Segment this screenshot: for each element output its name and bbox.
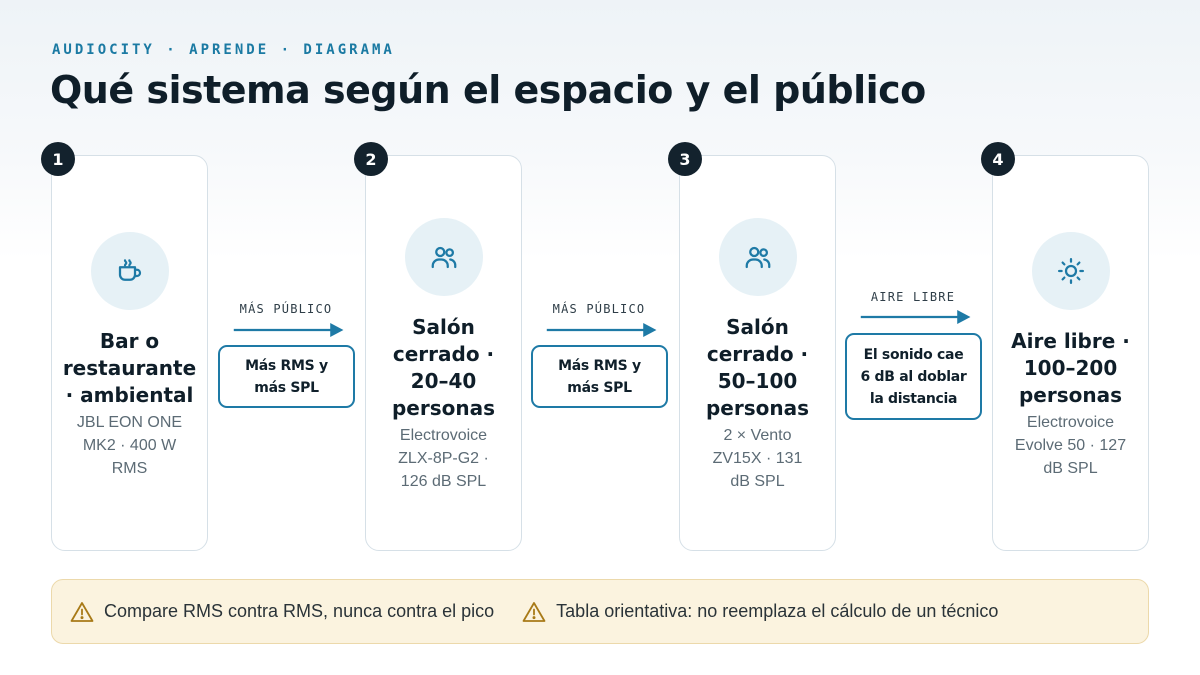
transition-note: Más RMS y más SPL <box>531 345 668 408</box>
warning-text: Compare RMS contra RMS, nunca contra el … <box>104 601 495 621</box>
step-number-badge: 1 <box>41 142 75 176</box>
warning-item: Tabla orientativa: no reemplaza el cálcu… <box>522 601 998 623</box>
warning-text: Tabla orientativa: no reemplaza el cálcu… <box>556 601 999 621</box>
transition-note: Más RMS y más SPL <box>218 345 355 408</box>
transition-label: MÁS PÚBLICO <box>239 302 333 316</box>
step-equipment: Electrovoice ZLX-8P-G2 · 126 dB SPL <box>398 427 489 490</box>
step-card-2: Salón cerrado · 20–40 personas Electrovo… <box>365 155 522 551</box>
step-equipment: JBL EON ONE MK2 · 400 W RMS <box>76 414 183 477</box>
transition-label: MÁS PÚBLICO <box>552 302 646 316</box>
step-equipment: 2 × Vento ZV15X · 131 dB SPL <box>712 427 803 490</box>
people-icon <box>718 218 797 296</box>
step-number-badge: 3 <box>668 142 702 176</box>
warning-icon <box>522 601 546 622</box>
arrow-right-icon <box>546 323 657 337</box>
arrow-right-icon <box>233 323 344 337</box>
warning-banner: Compare RMS contra RMS, nunca contra el … <box>51 579 1149 644</box>
warning-icon <box>70 601 94 622</box>
step-number-badge: 4 <box>981 142 1015 176</box>
page-title: Qué sistema según el espacio y el públic… <box>50 68 926 112</box>
warning-item: Compare RMS contra RMS, nunca contra el … <box>70 601 494 623</box>
step-title: Salón cerrado · 20–40 personas <box>391 315 496 420</box>
transition-label: AIRE LIBRE <box>870 290 956 304</box>
step-card-4: Aire libre · 100–200 personas Electrovoi… <box>992 155 1149 551</box>
step-title: Bar o restaurante · ambiental <box>62 329 197 407</box>
step-equipment: Electrovoice Evolve 50 · 127 dB SPL <box>1014 414 1127 477</box>
step-card-1: Bar o restaurante · ambiental JBL EON ON… <box>51 155 208 551</box>
arrow-right-icon <box>860 310 971 324</box>
step-number-badge: 2 <box>354 142 388 176</box>
cup-icon <box>90 232 169 310</box>
step-card-3: Salón cerrado · 50–100 personas 2 × Vent… <box>679 155 836 551</box>
people-icon <box>404 218 483 296</box>
eyebrow-label: AUDIOCITY · APRENDE · DIAGRAMA <box>52 42 395 58</box>
step-title: Aire libre · 100–200 personas <box>1011 329 1130 407</box>
transition-note: El sonido cae 6 dB al doblar la distancia <box>845 333 982 420</box>
sun-icon <box>1031 232 1110 310</box>
step-title: Salón cerrado · 50–100 personas <box>705 315 810 420</box>
